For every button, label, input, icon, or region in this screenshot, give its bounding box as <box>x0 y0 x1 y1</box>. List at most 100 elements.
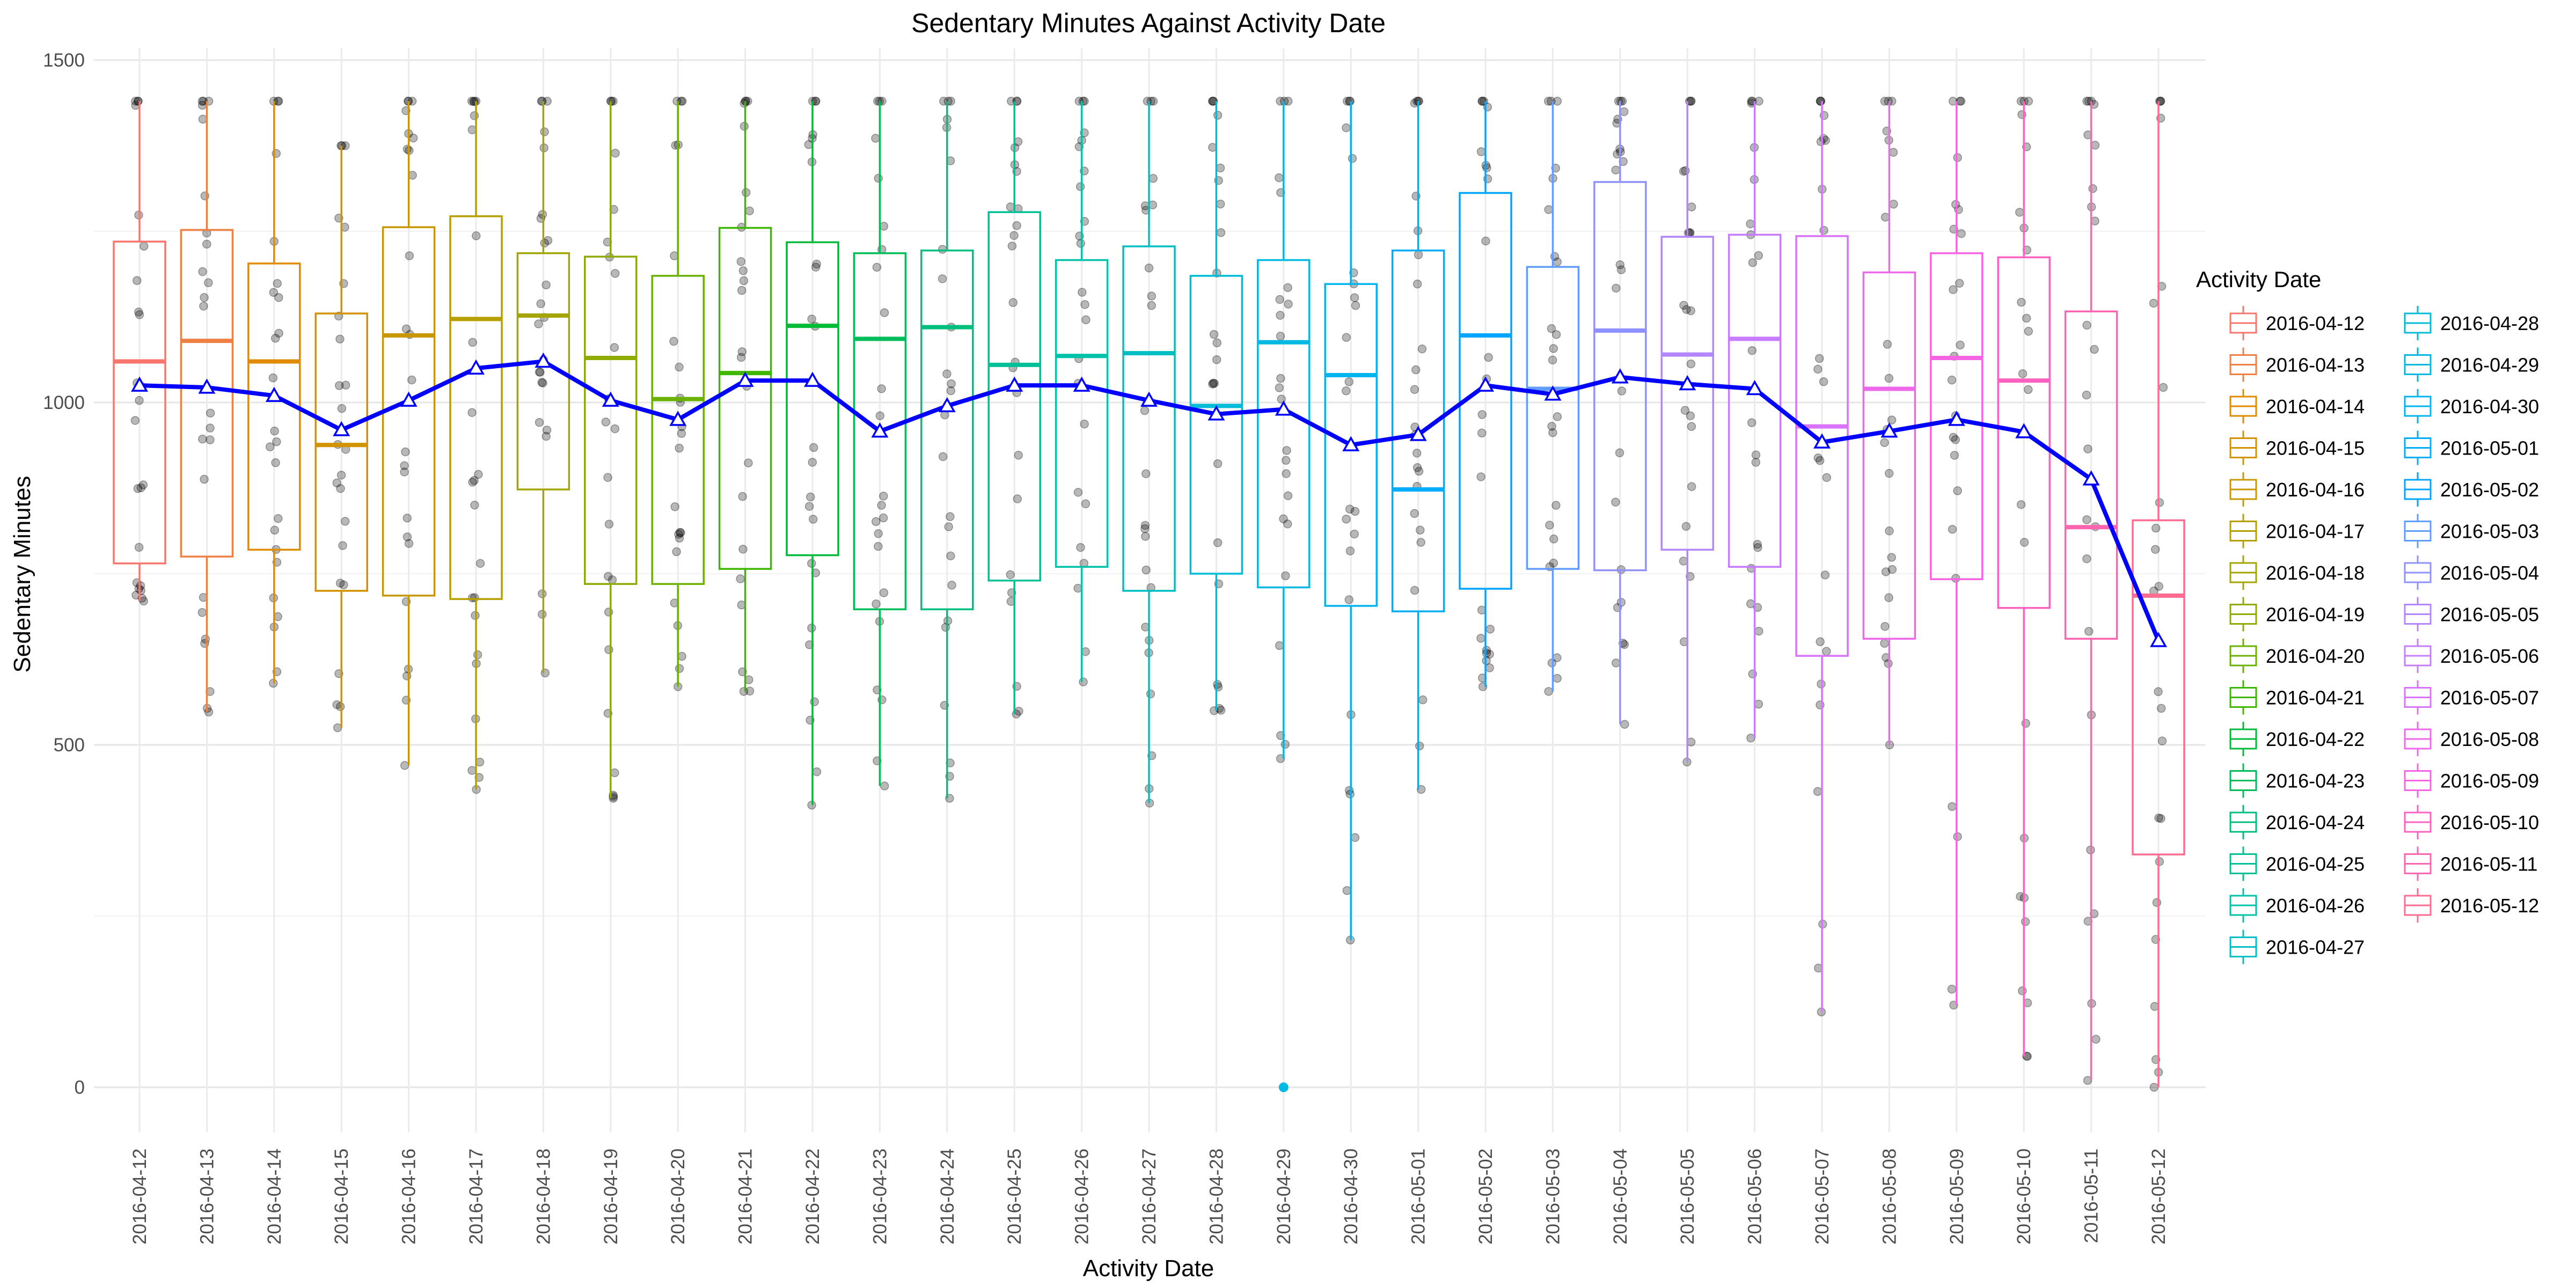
jitter-point <box>1953 832 1962 841</box>
jitter-point <box>1275 295 1285 304</box>
x-axis-title: Activity Date <box>1083 1255 1214 1282</box>
x-tick-label: 2016-04-24 <box>937 1148 958 1245</box>
legend-label: 2016-05-05 <box>2440 604 2539 626</box>
jitter-point <box>269 288 279 297</box>
jitter-point <box>2082 320 2091 330</box>
jitter-point <box>879 492 888 501</box>
jitter-point <box>1477 410 1487 419</box>
jitter-point <box>1679 557 1688 566</box>
jitter-point <box>1416 785 1426 794</box>
jitter-point <box>603 473 612 482</box>
jitter-point <box>335 579 345 588</box>
jitter-point <box>2152 898 2162 908</box>
chart-title: Sedentary Minutes Against Activity Date <box>911 8 1386 38</box>
jitter-point <box>675 528 685 537</box>
jitter-point <box>1813 364 1823 374</box>
jitter-point <box>2155 97 2164 106</box>
jitter-point <box>1880 639 1889 648</box>
jitter-point <box>541 431 551 441</box>
jitter-point <box>1553 412 1562 421</box>
box <box>1930 252 1984 580</box>
jitter-point <box>404 539 414 548</box>
box <box>2064 310 2118 640</box>
jitter-point <box>2154 813 2163 823</box>
jitter-point <box>204 278 213 288</box>
jitter-point <box>536 299 545 309</box>
jitter-point <box>1079 677 1088 686</box>
legend-label: 2016-05-03 <box>2440 521 2539 543</box>
box <box>1055 259 1109 568</box>
jitter-point <box>467 125 477 135</box>
jitter-point <box>1751 458 1761 467</box>
jitter-point <box>1283 519 1292 529</box>
jitter-point <box>601 418 611 427</box>
y-tick-label: 0 <box>75 1077 85 1098</box>
jitter-point <box>1953 486 1962 495</box>
box <box>651 275 705 585</box>
jitter-point <box>1012 221 1021 230</box>
jitter-point <box>1956 340 1965 350</box>
jitter-point <box>1889 200 1898 209</box>
jitter-point <box>1141 565 1151 575</box>
jitter-point <box>675 533 684 543</box>
jitter-point <box>2082 515 2091 524</box>
jitter-point <box>1284 299 1293 309</box>
x-tick-label: 2016-05-06 <box>1745 1148 1766 1245</box>
jitter-point <box>1076 543 1085 552</box>
jitter-point <box>674 530 683 539</box>
jitter-point <box>199 302 208 311</box>
jitter-point <box>1552 501 1561 510</box>
jitter-point <box>1686 306 1695 316</box>
jitter-point <box>535 368 544 377</box>
jitter-point <box>1141 532 1150 541</box>
jitter-point <box>872 599 881 609</box>
x-tick-label: 2016-05-01 <box>1408 1148 1429 1245</box>
jitter-point <box>880 781 889 791</box>
jitter-point <box>475 757 485 767</box>
jitter-point <box>332 700 342 709</box>
jitter-point <box>1014 450 1023 460</box>
jitter-point <box>604 645 613 654</box>
jitter-point <box>1615 260 1625 269</box>
x-tick-label: 2016-04-27 <box>1139 1148 1160 1245</box>
box <box>1391 249 1445 612</box>
jitter-point <box>1006 202 1015 211</box>
jitter-point <box>139 241 149 251</box>
jitter-point <box>946 551 955 561</box>
jitter-point <box>812 259 821 269</box>
jitter-point <box>339 580 348 589</box>
jitter-point <box>2017 297 2026 307</box>
jitter-point <box>1884 659 1893 668</box>
box <box>180 229 234 558</box>
jitter-point <box>1753 540 1762 549</box>
legend-label: 2016-04-24 <box>2266 811 2365 833</box>
jitter-point <box>1350 293 1359 302</box>
jitter-point <box>133 484 143 493</box>
jitter-point <box>2158 383 2168 392</box>
legend: Activity Date 2016-04-12 2016-04-13 2016-0… <box>2196 267 2539 964</box>
jitter-point <box>1073 583 1082 593</box>
x-tick-label: 2016-04-23 <box>869 1148 890 1245</box>
jitter-point <box>335 702 345 712</box>
jitter-point <box>470 475 479 485</box>
x-tick-label: 2016-04-14 <box>264 1148 285 1245</box>
jitter-point <box>274 514 283 523</box>
legend-label: 2016-04-17 <box>2266 521 2365 543</box>
jitter-point <box>334 381 344 390</box>
jitter-point <box>1822 647 1831 656</box>
jitter-point <box>1146 689 1155 699</box>
jitter-point <box>1283 491 1293 500</box>
mean-marker <box>400 391 418 407</box>
mean-marker <box>1208 405 1225 421</box>
jitter-point <box>1344 377 1353 386</box>
jitter-point <box>1947 984 1957 994</box>
jitter-point <box>338 541 347 550</box>
jitter-point <box>401 447 410 457</box>
legend-label: 2016-05-12 <box>2440 895 2539 917</box>
jitter-point <box>1813 787 1823 796</box>
jitter-point <box>1816 97 1825 106</box>
jitter-point <box>1754 97 1763 106</box>
mean-marker <box>1948 411 1965 426</box>
jitter-point <box>542 426 552 435</box>
jitter-point <box>1617 386 1627 396</box>
